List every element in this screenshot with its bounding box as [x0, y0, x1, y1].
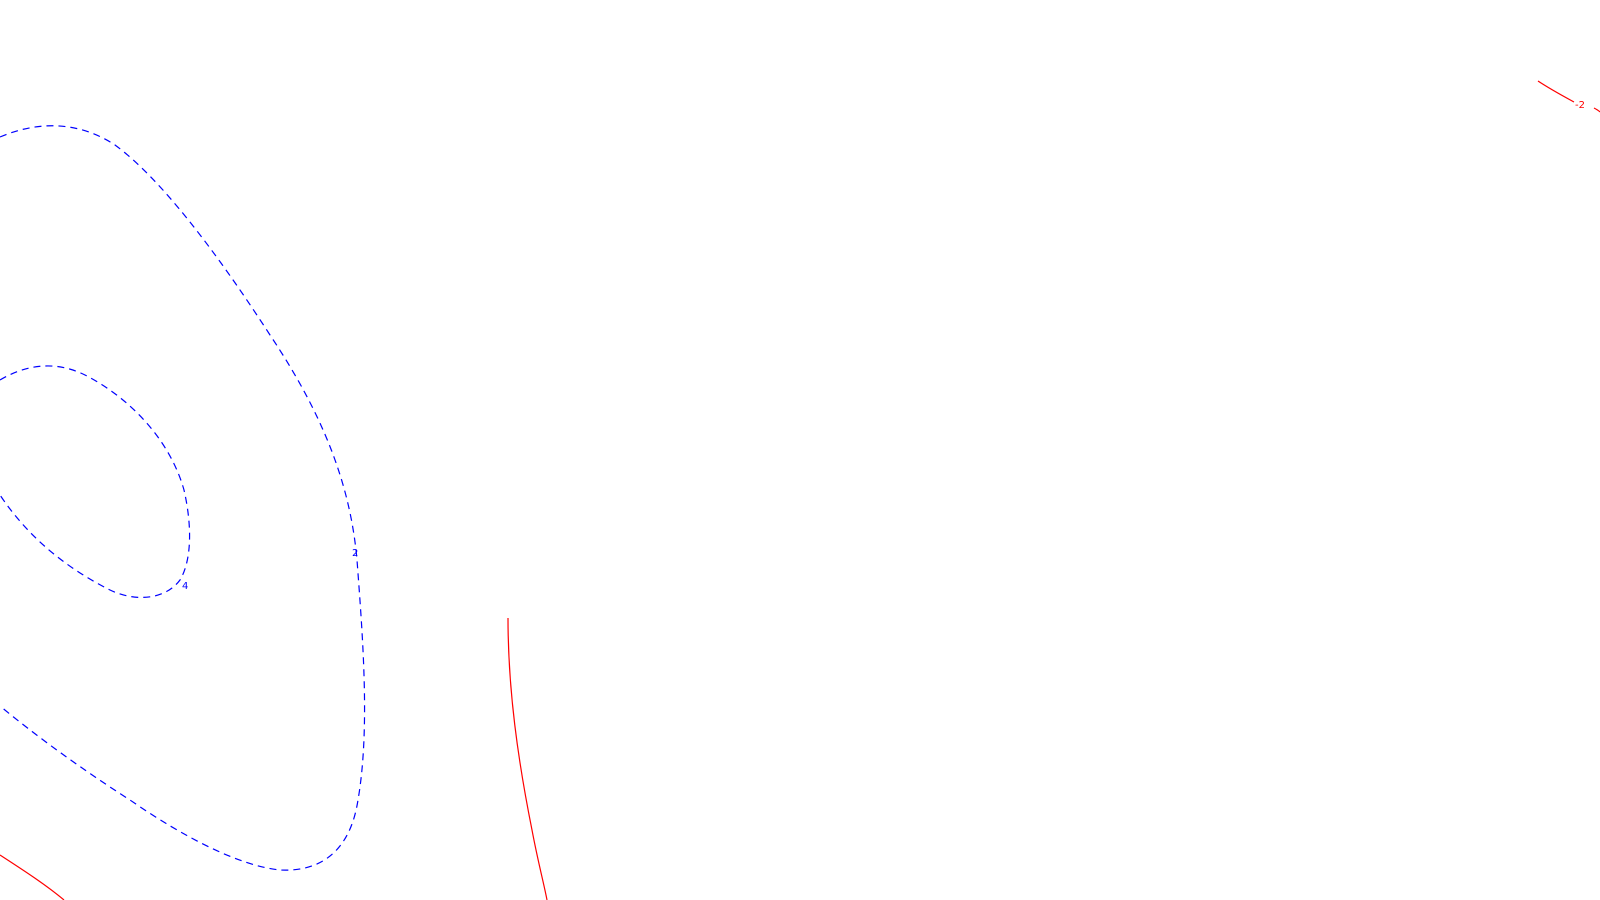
- contour-line-4: [0, 365, 191, 599]
- contour-line-minus-2-top-right: [1537, 80, 1600, 113]
- contour-label-2: 2: [352, 548, 358, 559]
- contour-line-minus-2-middle: [507, 617, 548, 900]
- contour-line-minus-2-bottom-left: [0, 854, 65, 900]
- contour-line-2: [0, 125, 366, 871]
- contour-label-minus-2: -2: [1575, 100, 1585, 111]
- contour-label-4: 4: [182, 581, 188, 592]
